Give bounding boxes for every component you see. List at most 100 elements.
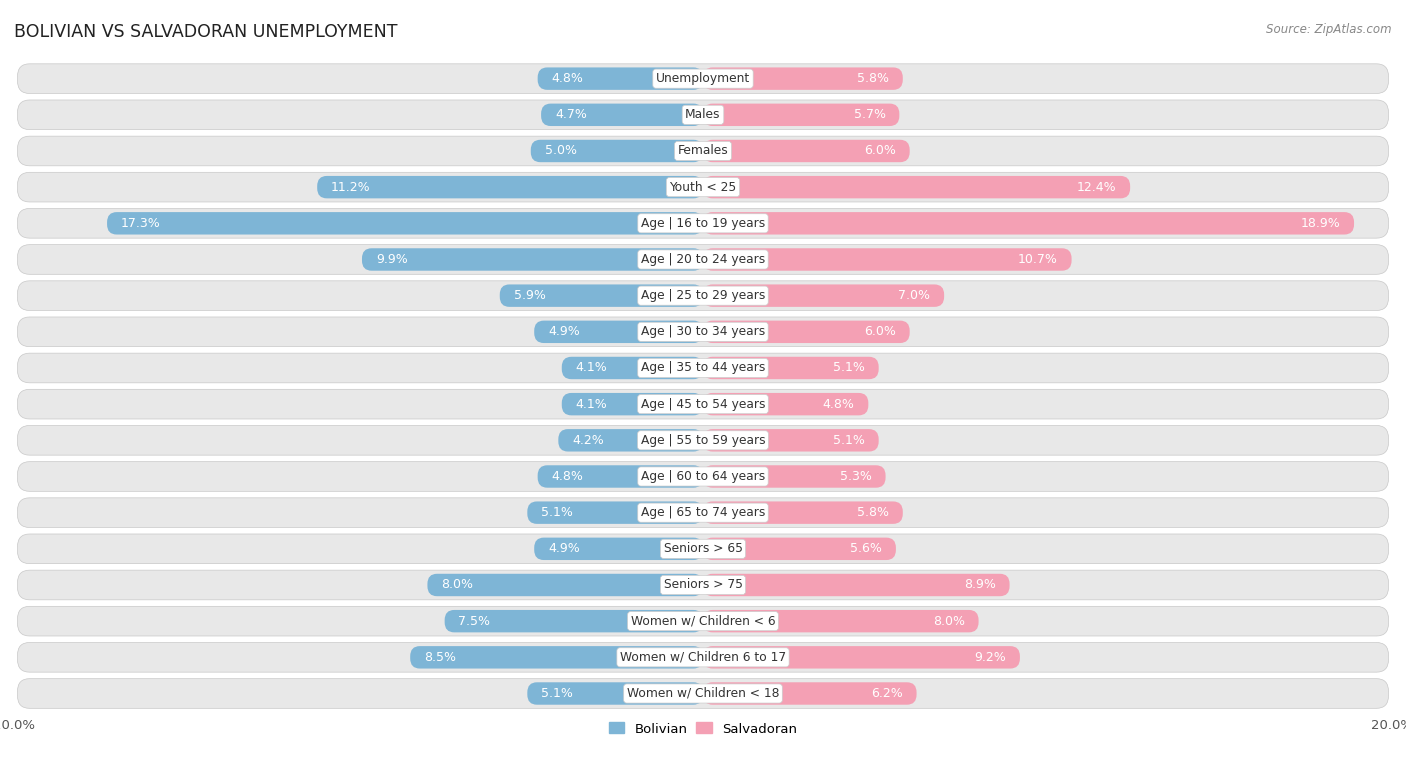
FancyBboxPatch shape [17, 679, 1389, 709]
Text: 4.9%: 4.9% [548, 326, 579, 338]
FancyBboxPatch shape [17, 425, 1389, 455]
Text: Age | 55 to 59 years: Age | 55 to 59 years [641, 434, 765, 447]
FancyBboxPatch shape [444, 610, 703, 632]
FancyBboxPatch shape [703, 67, 903, 90]
FancyBboxPatch shape [107, 212, 703, 235]
FancyBboxPatch shape [17, 245, 1389, 274]
FancyBboxPatch shape [703, 285, 945, 307]
Text: Women w/ Children < 18: Women w/ Children < 18 [627, 687, 779, 700]
Text: 5.8%: 5.8% [858, 506, 889, 519]
Text: 9.9%: 9.9% [375, 253, 408, 266]
Text: Seniors > 75: Seniors > 75 [664, 578, 742, 591]
FancyBboxPatch shape [17, 606, 1389, 636]
Text: 10.7%: 10.7% [1018, 253, 1057, 266]
FancyBboxPatch shape [427, 574, 703, 597]
FancyBboxPatch shape [541, 104, 703, 126]
FancyBboxPatch shape [411, 646, 703, 668]
Text: 5.3%: 5.3% [839, 470, 872, 483]
Text: 5.9%: 5.9% [513, 289, 546, 302]
Text: 5.6%: 5.6% [851, 542, 882, 556]
Text: 6.2%: 6.2% [872, 687, 903, 700]
FancyBboxPatch shape [703, 501, 903, 524]
Legend: Bolivian, Salvadoran: Bolivian, Salvadoran [603, 717, 803, 741]
Text: 17.3%: 17.3% [121, 217, 160, 230]
FancyBboxPatch shape [537, 466, 703, 488]
Text: Females: Females [678, 145, 728, 157]
FancyBboxPatch shape [17, 498, 1389, 528]
FancyBboxPatch shape [17, 173, 1389, 202]
FancyBboxPatch shape [361, 248, 703, 271]
FancyBboxPatch shape [562, 357, 703, 379]
Text: Age | 60 to 64 years: Age | 60 to 64 years [641, 470, 765, 483]
Text: 7.5%: 7.5% [458, 615, 491, 628]
FancyBboxPatch shape [534, 321, 703, 343]
FancyBboxPatch shape [703, 537, 896, 560]
Text: 5.8%: 5.8% [858, 72, 889, 85]
Text: Age | 25 to 29 years: Age | 25 to 29 years [641, 289, 765, 302]
FancyBboxPatch shape [527, 682, 703, 705]
Text: 18.9%: 18.9% [1301, 217, 1340, 230]
FancyBboxPatch shape [537, 67, 703, 90]
FancyBboxPatch shape [17, 354, 1389, 383]
FancyBboxPatch shape [703, 321, 910, 343]
Text: 12.4%: 12.4% [1077, 181, 1116, 194]
Text: 8.9%: 8.9% [965, 578, 995, 591]
Text: 4.9%: 4.9% [548, 542, 579, 556]
Text: 4.8%: 4.8% [551, 72, 583, 85]
FancyBboxPatch shape [17, 317, 1389, 347]
FancyBboxPatch shape [703, 610, 979, 632]
Text: 8.5%: 8.5% [425, 651, 456, 664]
Text: Unemployment: Unemployment [655, 72, 751, 85]
FancyBboxPatch shape [17, 389, 1389, 419]
Text: 6.0%: 6.0% [865, 145, 896, 157]
FancyBboxPatch shape [558, 429, 703, 451]
Text: 8.0%: 8.0% [441, 578, 474, 591]
FancyBboxPatch shape [17, 534, 1389, 564]
Text: Age | 65 to 74 years: Age | 65 to 74 years [641, 506, 765, 519]
Text: Women w/ Children 6 to 17: Women w/ Children 6 to 17 [620, 651, 786, 664]
Text: 8.0%: 8.0% [932, 615, 965, 628]
FancyBboxPatch shape [703, 466, 886, 488]
Text: Age | 45 to 54 years: Age | 45 to 54 years [641, 397, 765, 410]
FancyBboxPatch shape [531, 140, 703, 162]
Text: Age | 35 to 44 years: Age | 35 to 44 years [641, 362, 765, 375]
Text: 4.7%: 4.7% [555, 108, 586, 121]
Text: Youth < 25: Youth < 25 [669, 181, 737, 194]
FancyBboxPatch shape [499, 285, 703, 307]
FancyBboxPatch shape [703, 176, 1130, 198]
Text: Males: Males [685, 108, 721, 121]
Text: BOLIVIAN VS SALVADORAN UNEMPLOYMENT: BOLIVIAN VS SALVADORAN UNEMPLOYMENT [14, 23, 398, 41]
FancyBboxPatch shape [17, 100, 1389, 129]
FancyBboxPatch shape [703, 212, 1354, 235]
Text: 6.0%: 6.0% [865, 326, 896, 338]
FancyBboxPatch shape [703, 646, 1019, 668]
Text: 4.1%: 4.1% [575, 397, 607, 410]
Text: Age | 30 to 34 years: Age | 30 to 34 years [641, 326, 765, 338]
Text: Age | 16 to 19 years: Age | 16 to 19 years [641, 217, 765, 230]
FancyBboxPatch shape [17, 136, 1389, 166]
FancyBboxPatch shape [703, 682, 917, 705]
FancyBboxPatch shape [527, 501, 703, 524]
FancyBboxPatch shape [703, 357, 879, 379]
FancyBboxPatch shape [318, 176, 703, 198]
Text: Women w/ Children < 6: Women w/ Children < 6 [631, 615, 775, 628]
Text: Seniors > 65: Seniors > 65 [664, 542, 742, 556]
FancyBboxPatch shape [17, 208, 1389, 238]
FancyBboxPatch shape [703, 248, 1071, 271]
FancyBboxPatch shape [17, 643, 1389, 672]
FancyBboxPatch shape [703, 140, 910, 162]
Text: 4.2%: 4.2% [572, 434, 603, 447]
FancyBboxPatch shape [703, 393, 869, 416]
Text: 5.1%: 5.1% [832, 434, 865, 447]
Text: 11.2%: 11.2% [330, 181, 371, 194]
FancyBboxPatch shape [17, 570, 1389, 600]
Text: Source: ZipAtlas.com: Source: ZipAtlas.com [1267, 23, 1392, 36]
Text: 7.0%: 7.0% [898, 289, 931, 302]
Text: 5.1%: 5.1% [832, 362, 865, 375]
Text: 4.8%: 4.8% [551, 470, 583, 483]
FancyBboxPatch shape [703, 574, 1010, 597]
FancyBboxPatch shape [703, 429, 879, 451]
FancyBboxPatch shape [534, 537, 703, 560]
FancyBboxPatch shape [703, 104, 900, 126]
Text: Age | 20 to 24 years: Age | 20 to 24 years [641, 253, 765, 266]
